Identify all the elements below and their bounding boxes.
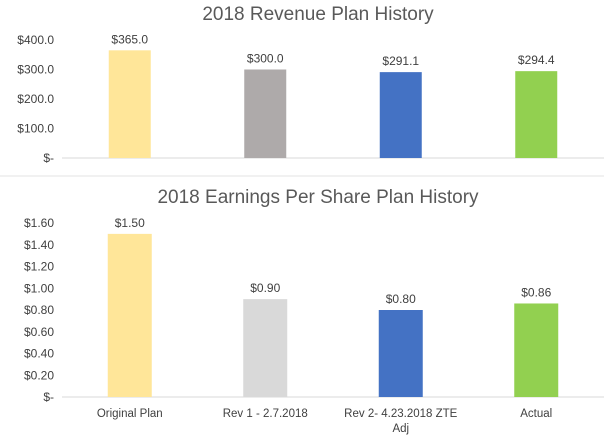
eps-y-tick-label: $0.60 [24,325,54,339]
eps-y-tick-label: $1.20 [24,260,54,274]
eps-y-tick-label: $0.20 [24,368,54,382]
eps-y-tick-label: $1.60 [24,216,54,230]
revenue-chart: 2018 Revenue Plan History $- $100.0 $200.0… [17,4,604,165]
eps-y-tick-label: $0.80 [24,303,54,317]
revenue-data-label: $300.0 [247,52,284,66]
revenue-y-axis: $- $100.0 $200.0 $300.0 $400.0 [17,33,54,165]
eps-y-tick-label: $0.40 [24,347,54,361]
revenue-y-tick-label: $- [43,151,54,165]
eps-category-labels: Original Plan Rev 1 - 2.7.2018 Rev 2- 4.23… [97,408,552,435]
revenue-bars [108,50,558,159]
revenue-chart-title: 2018 Revenue Plan History [202,4,434,25]
revenue-data-label: $365.0 [111,32,148,46]
revenue-bar [515,71,558,158]
revenue-data-labels: $365.0 $300.0 $291.1 $294.4 [111,32,555,68]
eps-y-axis: $- $0.20 $0.40 $0.60 $0.80 $1.00 $1.20 $1.40 $1.… [24,216,54,404]
revenue-bar [244,69,287,158]
revenue-data-label: $294.4 [518,53,555,67]
eps-category-label: Adj [392,423,409,435]
revenue-y-tick-label: $300.0 [17,63,54,77]
revenue-y-tick-label: $100.0 [17,122,54,136]
eps-bar [243,299,288,397]
eps-data-label: $0.80 [386,292,416,306]
revenue-bar [108,50,151,159]
eps-category-label: Rev 2- 4.23.2018 ZTE [344,408,457,420]
revenue-y-tick-label: $400.0 [17,33,54,47]
eps-category-label: Actual [520,408,552,420]
eps-data-label: $0.86 [521,285,551,299]
eps-bar [378,310,423,397]
revenue-data-label: $291.1 [382,54,419,68]
eps-bar [514,303,559,397]
eps-data-label: $1.50 [115,216,145,230]
eps-y-tick-label: $1.40 [24,238,54,252]
eps-y-tick-label: $1.00 [24,281,54,295]
eps-chart-title: 2018 Earnings Per Share Plan History [157,187,479,208]
revenue-y-tick-label: $200.0 [17,92,54,106]
revenue-bar [379,72,422,158]
eps-chart: 2018 Earnings Per Share Plan History $-$… [24,187,604,435]
eps-bar [107,233,152,397]
eps-data-label: $0.90 [250,281,280,295]
eps-category-label: Original Plan [97,408,163,420]
eps-bars [107,233,559,397]
eps-y-tick-label: $- [43,390,54,404]
eps-category-label: Rev 1 - 2.7.2018 [223,408,308,420]
eps-data-labels: $1.50 $0.90 $0.80 $0.86 [115,216,552,306]
